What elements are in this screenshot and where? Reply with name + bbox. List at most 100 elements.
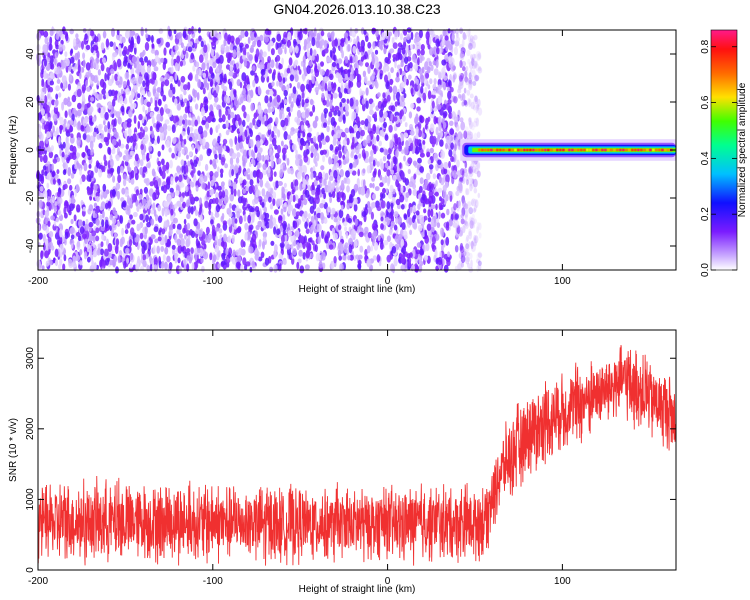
spectrogram-cell xyxy=(476,54,482,61)
spectrogram-cell xyxy=(124,30,130,39)
spectrogram-cell xyxy=(402,115,406,122)
spectrogram-cell xyxy=(96,102,102,109)
spectrogram-cell xyxy=(290,234,295,243)
spectrogram-cell xyxy=(234,135,238,145)
spectrogram-cell xyxy=(47,197,50,203)
spectrogram-cell xyxy=(324,236,329,244)
spectrogram-cell xyxy=(275,54,281,62)
spectrogram-cell xyxy=(164,261,168,270)
spectrogram-cell xyxy=(387,177,390,187)
spectrogram-cell xyxy=(64,212,68,219)
spectrogram-cell xyxy=(50,145,55,152)
spectrogram-cell xyxy=(245,43,249,49)
spectrogram-cell xyxy=(373,241,379,251)
spectrogram-cell xyxy=(112,99,116,107)
spectrogram-cell xyxy=(351,111,357,120)
spectrogram-cell xyxy=(378,41,383,49)
spectrogram-cell xyxy=(169,83,173,91)
spectrogram-cell xyxy=(207,233,213,241)
spectrogram-cell xyxy=(433,152,439,161)
spectrogram-cell xyxy=(272,197,276,207)
spectrogram-cell xyxy=(242,179,247,186)
spectrogram-cell xyxy=(81,101,85,108)
spectrogram-cell xyxy=(302,193,306,201)
spectrogram-cell xyxy=(371,73,375,81)
spectrogram-cell xyxy=(382,65,387,73)
spectrogram-cell xyxy=(430,204,436,210)
spectrogram-cell xyxy=(74,63,79,70)
spectrogram-cell xyxy=(431,236,436,245)
spectrogram-cell xyxy=(176,165,181,173)
spectrogram-cell xyxy=(372,159,376,167)
spectrogram-cell xyxy=(427,217,432,223)
spectrogram-cell xyxy=(304,189,310,198)
spectrogram-cell xyxy=(368,206,372,215)
spectrogram-cell xyxy=(445,142,449,150)
spectrogram-cell xyxy=(140,68,146,76)
spectrogram-cell xyxy=(251,233,257,243)
spectrogram-cell xyxy=(429,78,433,85)
spectrogram-cell xyxy=(437,95,443,104)
spectrogram-cell xyxy=(146,200,151,210)
spectrogram-cell xyxy=(468,228,472,237)
spectrogram-cell xyxy=(394,60,397,69)
spectrogram-cell xyxy=(469,183,473,192)
spectrogram-cell xyxy=(229,81,233,90)
spectrogram-cell xyxy=(176,103,182,111)
spectrogram-cell xyxy=(391,246,397,254)
spectrogram-cell xyxy=(441,38,445,47)
spectrogram-cell xyxy=(269,203,274,210)
spectrogram-cell xyxy=(133,211,138,218)
spectrogram-cell xyxy=(122,178,127,187)
spectrogram-cell xyxy=(396,64,401,70)
spectrogram-cell xyxy=(93,127,97,133)
spectrogram-cell xyxy=(64,237,67,246)
spectrogram-cell xyxy=(267,62,271,70)
spectrogram-cell xyxy=(304,264,310,270)
spectrogram-cell xyxy=(171,244,176,250)
spectrogram-cell xyxy=(308,79,312,86)
spectrogram-cell xyxy=(135,199,139,207)
spectrogram-cell xyxy=(43,30,49,38)
spectrogram-cell xyxy=(340,179,344,189)
spectrogram-cell xyxy=(281,57,284,66)
spectrogram-cell xyxy=(440,212,446,219)
spectrogram-cell xyxy=(456,159,460,168)
spectrogram-cell xyxy=(441,59,447,66)
spectrogram-cell xyxy=(179,196,184,203)
spectrogram-cell xyxy=(179,94,183,100)
spectrogram-cell xyxy=(471,221,476,229)
spectrogram-cell xyxy=(302,28,307,34)
spectrogram-cell xyxy=(209,127,213,136)
spectrogram-cell xyxy=(246,94,251,103)
spectrogram-cell xyxy=(54,58,57,66)
spectrogram-cell xyxy=(340,66,344,73)
spectrogram-cell xyxy=(388,124,393,133)
spectrogram-cell xyxy=(474,95,478,103)
spectrogram-cell xyxy=(204,104,209,112)
spectrogram-cell xyxy=(298,69,302,75)
spectrogram-cell xyxy=(288,57,293,66)
spectrogram-cell xyxy=(321,80,325,89)
spectrogram-cell xyxy=(371,176,375,182)
spectrogram-cell xyxy=(182,227,186,234)
spectrogram-cell xyxy=(424,198,430,205)
spectrogram-cell xyxy=(438,211,441,220)
spectrogram-cell xyxy=(109,259,114,266)
spectrogram-cell xyxy=(194,103,199,110)
spectrogram-cell xyxy=(418,29,423,39)
spectrogram-cell xyxy=(348,237,353,247)
spectrogram-cell xyxy=(174,73,178,81)
spectrogram-cell xyxy=(84,33,88,40)
spectrogram-cell xyxy=(388,147,392,155)
spectrogram-cell xyxy=(460,262,464,268)
spectrogram-cell xyxy=(283,223,287,231)
spectrogram-cell xyxy=(422,92,427,102)
spectrogram-cell xyxy=(273,97,278,107)
spectrogram-cell xyxy=(331,227,335,236)
spectrogram-cell xyxy=(217,135,221,144)
spectrogram-cell xyxy=(115,182,121,190)
spectrogram-cell xyxy=(299,182,303,191)
spectrogram-cell xyxy=(144,41,150,51)
spectrogram-cell xyxy=(203,44,208,53)
